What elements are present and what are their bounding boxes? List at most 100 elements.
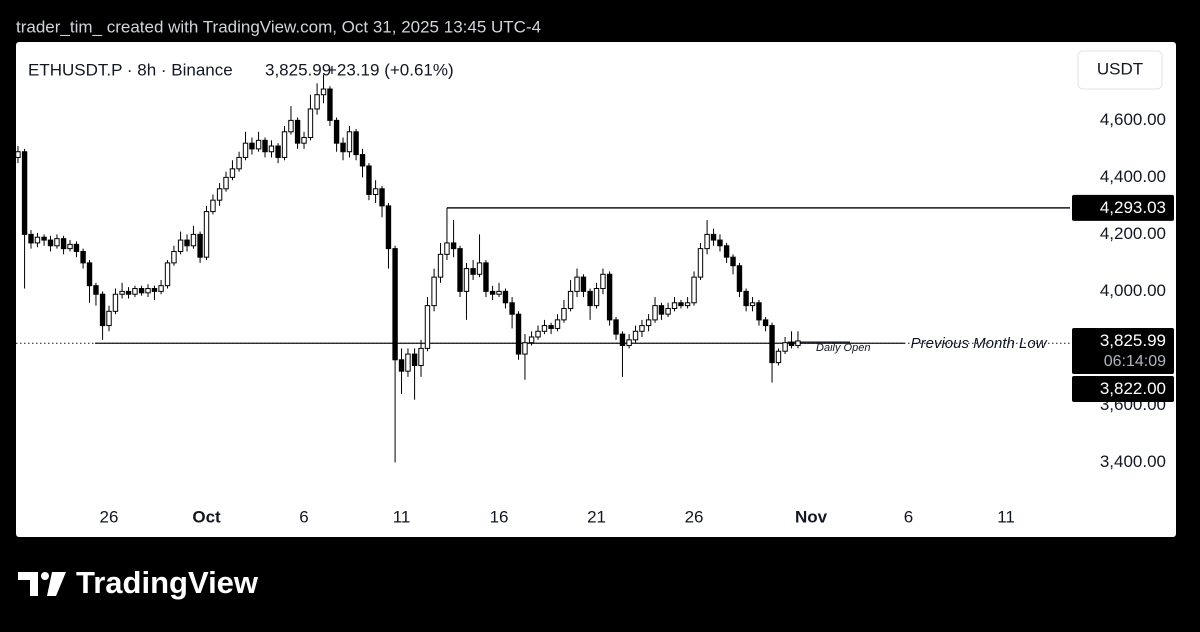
x-tick-label: 26 <box>685 507 704 526</box>
candle-body <box>138 288 145 294</box>
annotation-label: Daily Open <box>816 342 870 354</box>
candle-body <box>645 319 652 327</box>
candle-body <box>372 188 379 195</box>
candle-body <box>697 248 704 278</box>
candle-body <box>444 242 450 255</box>
candle-body <box>34 236 41 244</box>
price-change: +23.19 (+0.61%) <box>327 60 454 79</box>
candle-body <box>678 302 684 307</box>
candle-body <box>236 156 242 170</box>
candle-body <box>190 233 197 247</box>
candle-body <box>541 325 548 332</box>
candle-body <box>60 238 67 250</box>
credit: trader_tim_ created with TradingView.com… <box>16 17 541 36</box>
candle-body <box>320 88 327 96</box>
currency[interactable]: USDT <box>1097 59 1143 78</box>
candle-body <box>606 273 613 321</box>
candle-body <box>80 250 86 264</box>
candle-body <box>502 290 509 304</box>
candle-body <box>658 305 665 315</box>
candle-body <box>346 131 353 153</box>
x-tick-label: 21 <box>587 507 606 526</box>
candle-body <box>470 268 476 275</box>
candle-body <box>281 131 288 158</box>
candle-body <box>639 325 645 332</box>
candle-body <box>229 168 236 178</box>
footer: TradingView <box>76 565 259 600</box>
candle-body <box>242 142 249 158</box>
last-price: 3,825.99 <box>265 60 331 79</box>
candle-body <box>301 136 307 144</box>
candle-body <box>268 145 275 153</box>
candle-body <box>21 151 28 235</box>
x-tick-label: Oct <box>192 507 221 526</box>
x-tick-label: 6 <box>299 507 308 526</box>
x-tick-label: Nov <box>795 507 828 526</box>
candle-body <box>665 307 671 315</box>
candle-body <box>112 293 119 312</box>
candle-body <box>554 319 561 329</box>
candle-body <box>775 350 782 364</box>
candle-body <box>15 151 21 158</box>
candle-body <box>327 88 333 121</box>
x-tick-label: 6 <box>904 507 913 526</box>
annotation-label: Previous Month Low <box>911 335 1048 352</box>
candle-body <box>392 248 398 361</box>
price-badge-label: 4,293.03 <box>1100 198 1166 217</box>
candle-body <box>151 288 158 292</box>
candle-body <box>710 233 717 241</box>
candle-body <box>405 353 411 372</box>
candle-body <box>86 262 93 287</box>
candle-body <box>762 319 769 327</box>
candle-body <box>671 302 678 309</box>
candle-body <box>509 302 515 315</box>
price-badge <box>1072 327 1174 374</box>
candle-body <box>340 142 346 153</box>
candle-body <box>294 119 301 144</box>
candle-body <box>184 239 190 247</box>
candle-body <box>717 239 723 247</box>
candle-body <box>580 276 587 292</box>
candle-body <box>515 313 522 355</box>
candle-body <box>496 290 502 295</box>
candle-body <box>652 305 658 321</box>
candle-body <box>223 176 229 190</box>
candle-body <box>613 319 619 335</box>
candle-body <box>385 205 392 250</box>
candle-body <box>255 139 262 150</box>
candle-body <box>119 290 125 295</box>
candle-body <box>99 293 106 327</box>
candle-body <box>411 353 418 366</box>
candle-body <box>704 233 710 250</box>
candle-body <box>593 288 600 307</box>
x-tick-label: 11 <box>997 507 1015 526</box>
candle-body <box>548 325 554 329</box>
price-badge <box>1072 194 1174 221</box>
candle-body <box>249 142 255 150</box>
candle-body <box>730 256 736 267</box>
candle-body <box>567 290 574 309</box>
candle-body <box>54 238 60 247</box>
candle-body <box>489 290 496 295</box>
candle-body <box>424 305 431 349</box>
candle-body <box>203 211 210 258</box>
x-tick-label: 16 <box>490 507 509 526</box>
candle-body <box>756 302 762 321</box>
currency-box[interactable] <box>1077 50 1163 90</box>
candle-body <box>197 233 203 258</box>
candle-body <box>535 330 541 338</box>
candle-body <box>125 290 132 295</box>
candle-body <box>437 253 444 278</box>
candle-body <box>691 276 697 304</box>
candle-body <box>795 340 801 347</box>
candle-body <box>28 233 34 244</box>
countdown: 06:14:09 <box>1104 353 1166 370</box>
candle-body <box>782 342 788 352</box>
candle-body <box>743 290 749 307</box>
candle-body <box>574 276 580 292</box>
candle-body <box>600 273 606 290</box>
candle-body <box>398 359 405 372</box>
candle-body <box>353 131 359 156</box>
candle-body <box>431 276 437 307</box>
candle-body <box>457 248 463 292</box>
